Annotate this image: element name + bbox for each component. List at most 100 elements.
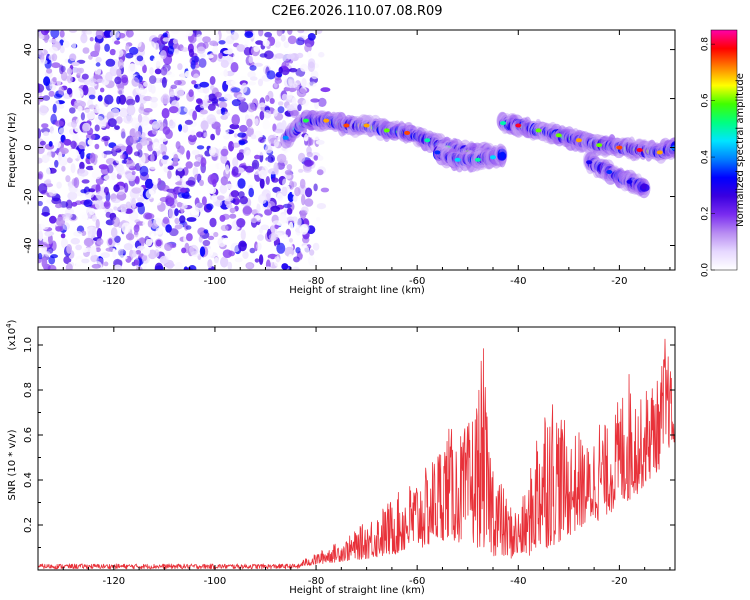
heatmap-cell xyxy=(225,164,230,175)
heatmap-cell xyxy=(296,88,307,98)
heatmap-cell xyxy=(264,145,273,154)
heatmap-cell xyxy=(131,170,136,176)
heatmap-cell xyxy=(81,230,87,236)
heatmap-cell xyxy=(199,53,206,58)
heatmap-cell xyxy=(69,30,77,33)
colorbar-tick-label: 0.4 xyxy=(701,150,711,165)
heatmap-cell xyxy=(151,121,161,130)
heatmap-cell xyxy=(140,137,148,146)
heatmap-cell xyxy=(174,261,183,270)
heatmap-cell xyxy=(103,261,109,267)
heatmap-cell xyxy=(94,65,102,76)
heatmap-cell xyxy=(96,103,107,114)
heatmap-cell xyxy=(284,169,293,176)
heatmap-cell xyxy=(258,30,264,37)
heatmap-cell xyxy=(244,31,254,38)
heatmap-cell xyxy=(123,115,133,124)
heatmap-cell xyxy=(183,106,191,113)
heatmap-cell xyxy=(239,196,248,205)
heatmap-cell xyxy=(43,76,51,87)
heatmap-cell xyxy=(125,30,134,38)
heatmap-cell xyxy=(295,37,305,46)
heatmap-cell xyxy=(293,82,298,88)
heatmap-cell xyxy=(168,106,179,114)
heatmap-cell xyxy=(182,124,189,133)
heatmap-cell xyxy=(250,134,257,140)
heatmap-cell xyxy=(126,104,136,116)
spectrogram-ylabel: Frequency (Hz) xyxy=(7,112,18,188)
heatmap-cell xyxy=(50,254,58,259)
heatmap-cell xyxy=(115,156,123,164)
heatmap-cell xyxy=(244,165,255,173)
heatmap-cell xyxy=(196,131,204,138)
heatmap-cell xyxy=(220,224,229,232)
heatmap-cell xyxy=(173,153,179,165)
track-peak xyxy=(323,118,330,123)
heatmap-cell xyxy=(192,110,198,121)
heatmap-cell xyxy=(104,200,111,210)
heatmap-cell xyxy=(248,187,254,198)
heatmap-cell xyxy=(177,191,185,198)
heatmap-cell xyxy=(94,143,100,150)
heatmap-cell xyxy=(112,248,117,259)
heatmap-cell xyxy=(84,109,92,114)
heatmap-cell xyxy=(236,94,246,100)
heatmap-cell xyxy=(181,30,188,37)
snr-multiplier-exp: 4 xyxy=(5,323,13,328)
heatmap-cell xyxy=(105,58,116,67)
heatmap-cell xyxy=(254,154,261,160)
heatmap-cell xyxy=(83,199,93,208)
heatmap-cell xyxy=(307,50,312,58)
heatmap-cell xyxy=(74,100,84,106)
heatmap-cell xyxy=(193,161,201,167)
heatmap-cell xyxy=(280,34,286,42)
heatmap-cell xyxy=(169,91,175,98)
track-core xyxy=(641,183,647,190)
figure-title: C2E6.2026.110.07.08.R09 xyxy=(271,4,442,19)
heatmap-cell xyxy=(41,257,48,269)
heatmap-cell xyxy=(70,140,77,149)
heatmap-cell xyxy=(91,169,102,180)
heatmap-cell xyxy=(48,189,57,197)
heatmap-cell xyxy=(216,109,222,115)
heatmap-cell xyxy=(209,217,217,228)
heatmap-cell xyxy=(239,116,245,121)
heatmap-cell xyxy=(236,218,246,228)
heatmap-cell xyxy=(286,91,293,100)
heatmap-cell xyxy=(67,157,73,164)
heatmap-cell xyxy=(154,265,165,270)
heatmap-cell xyxy=(136,142,143,151)
heatmap-cell xyxy=(254,118,259,126)
heatmap-cell xyxy=(230,61,239,73)
heatmap-cell xyxy=(306,81,317,88)
y-tick-label: 20 xyxy=(23,92,34,105)
heatmap-cell xyxy=(88,94,96,100)
x-tick-label: -60 xyxy=(409,276,425,287)
heatmap-cell xyxy=(129,46,139,55)
track-peak xyxy=(606,170,613,174)
heatmap-cell xyxy=(212,46,219,55)
colorbar: 0.0 0.2 0.4 0.6 0.8 Normalized spectral ampl… xyxy=(701,29,746,277)
heatmap-cell xyxy=(199,246,206,257)
heatmap-cell xyxy=(167,165,174,170)
heatmap-cell xyxy=(65,263,73,270)
heatmap-cell xyxy=(188,134,197,143)
heatmap-cell xyxy=(212,179,217,188)
track-peak xyxy=(424,138,431,143)
heatmap-cell xyxy=(207,164,218,171)
track-core xyxy=(500,151,506,159)
heatmap-cell xyxy=(248,55,254,64)
heatmap-cell xyxy=(101,135,111,142)
heatmap-cell xyxy=(141,254,150,264)
heatmap-cell xyxy=(230,242,241,253)
heatmap-cell xyxy=(82,123,88,134)
heatmap-cell xyxy=(71,120,77,128)
heatmap-cell xyxy=(81,179,90,184)
heatmap-cell xyxy=(167,197,175,203)
heatmap-cell xyxy=(45,167,51,178)
heatmap-cell xyxy=(299,224,309,235)
colorbar-tick-label: 0.8 xyxy=(701,37,711,52)
heatmap-cell xyxy=(253,62,263,67)
heatmap-cell xyxy=(234,257,243,263)
heatmap-cell xyxy=(318,51,325,58)
